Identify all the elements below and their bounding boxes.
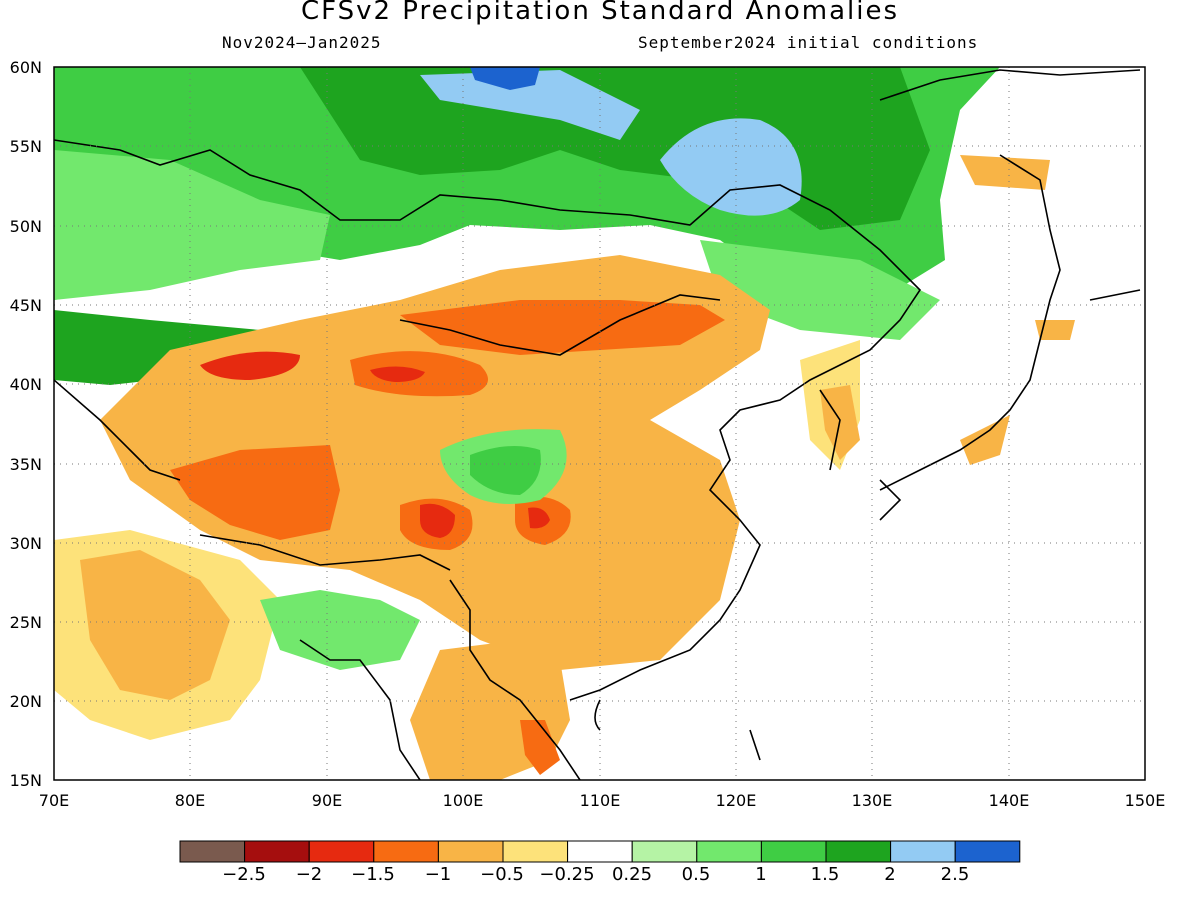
colorbar-tick-label: −0.25 xyxy=(539,864,594,885)
lat-label: 50N xyxy=(10,217,42,236)
lat-label: 25N xyxy=(10,613,42,632)
lat-label: 60N xyxy=(10,58,42,77)
map-title: CFSv2 Precipitation Standard Anomalies xyxy=(300,0,900,26)
colorbar-swatch xyxy=(696,840,762,863)
lon-label: 90E xyxy=(312,791,342,810)
colorbar-tick-label: −1.5 xyxy=(351,864,395,885)
anomaly-central-china-strong-wet xyxy=(470,446,541,495)
colorbar-swatch xyxy=(502,840,569,863)
anomaly-north-extreme-wet xyxy=(470,67,540,90)
colorbar-tick-label: 2.5 xyxy=(941,864,970,885)
map-frame xyxy=(53,66,1146,781)
lon-label: 70E xyxy=(39,791,69,810)
colorbar-swatch xyxy=(179,840,246,863)
colorbar-swatch xyxy=(373,840,439,863)
lon-label: 100E xyxy=(443,791,484,810)
anomaly-tibet-dry xyxy=(170,445,340,540)
anomaly-mongolia-dry xyxy=(400,300,725,355)
lon-label: 80E xyxy=(175,791,205,810)
lon-label: 150E xyxy=(1125,791,1166,810)
lat-label: 40N xyxy=(10,375,42,394)
lat-label: 30N xyxy=(10,534,42,553)
colorbar-swatch xyxy=(244,840,310,863)
lat-label: 45N xyxy=(10,296,42,315)
lon-label: 120E xyxy=(716,791,757,810)
colorbar-tick-label: 0.5 xyxy=(682,864,711,885)
anomaly-light-wet-west xyxy=(54,150,330,300)
anomaly-sichuan-dry-strong xyxy=(528,507,550,529)
colorbar-tick-label: −0.5 xyxy=(480,864,524,885)
colorbar-tick-label: −1 xyxy=(425,864,452,885)
colorbar-swatch xyxy=(308,840,375,863)
lat-label: 35N xyxy=(10,455,42,474)
latitude-labels: 60N 55N 50N 45N 40N 35N 30N 25N 20N 15N xyxy=(10,58,42,790)
colorbar-tick-label: 1 xyxy=(755,864,766,885)
anomaly-north-very-wet xyxy=(420,70,640,140)
map-area xyxy=(54,67,1145,780)
anomaly-tarim-dry-strong xyxy=(420,503,455,538)
coastlines xyxy=(54,69,1141,780)
colorbar-swatch xyxy=(437,840,504,863)
colorbar-tick-label: −2.5 xyxy=(222,864,266,885)
colorbar-tick-label: 0.25 xyxy=(612,864,652,885)
anomaly-west-dry-strong xyxy=(200,351,300,380)
forecast-period-label: Nov2024–Jan2025 xyxy=(222,33,382,52)
lon-label: 130E xyxy=(852,791,893,810)
anomaly-baikal-very-wet xyxy=(660,118,802,216)
colorbar-swatch xyxy=(760,840,827,863)
anomaly-qaidam-dry-strong xyxy=(370,366,425,382)
colorbar-labels: −2.5 −2 −1.5 −1 −0.5 −0.25 0.25 0.5 1 1.… xyxy=(222,864,969,885)
longitude-labels: 70E 80E 90E 100E 110E 120E 130E 140E 150… xyxy=(39,791,1166,810)
anomaly-sakhalin-dry xyxy=(960,155,1050,190)
colorbar-swatch xyxy=(631,840,698,863)
anomaly-indochina-dry-strong xyxy=(520,720,560,775)
colorbar-tick-label: −2 xyxy=(296,864,323,885)
graticule xyxy=(54,67,1145,780)
lat-label: 55N xyxy=(10,137,42,156)
anomaly-japan-dry xyxy=(960,415,1010,465)
colorbar-tick-label: 2 xyxy=(884,864,895,885)
anomaly-india-dry-mod xyxy=(80,550,230,700)
colorbar-swatch xyxy=(890,840,956,863)
anomaly-hokkaido-dry xyxy=(1035,320,1075,340)
colorbar-swatch xyxy=(825,840,892,863)
initial-conditions-label: September2024 initial conditions xyxy=(638,33,979,52)
colorbar-swatch xyxy=(567,840,633,863)
colorbar xyxy=(179,840,1021,863)
colorbar-swatch xyxy=(954,840,1021,863)
lon-label: 110E xyxy=(580,791,621,810)
lon-label: 140E xyxy=(989,791,1030,810)
lat-label: 20N xyxy=(10,692,42,711)
lat-label: 15N xyxy=(10,771,42,790)
colorbar-tick-label: 1.5 xyxy=(811,864,840,885)
anomaly-himalaya-wet xyxy=(260,590,420,670)
